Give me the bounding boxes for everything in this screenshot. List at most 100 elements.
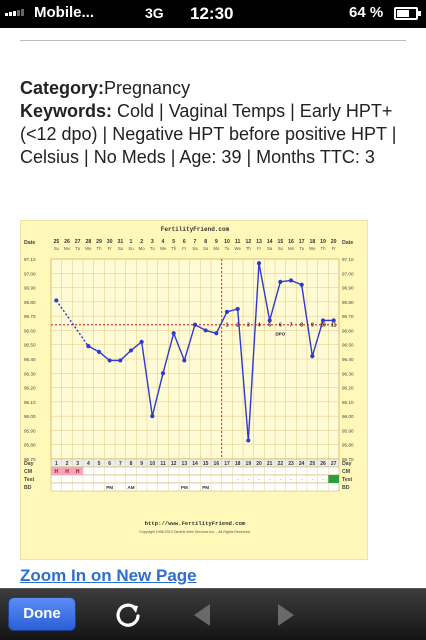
cycle-day-label: 5	[98, 461, 101, 467]
temp-line	[130, 341, 143, 351]
weekday-label: Tu	[225, 246, 230, 251]
dpo-label: 10	[320, 323, 326, 329]
weekday-label: Fr	[108, 246, 113, 251]
y-tick-label-right: 96.40	[342, 357, 354, 362]
temp-point	[256, 261, 262, 266]
date-label: 29	[96, 239, 102, 245]
y-tick-label-right: 95.90	[342, 428, 354, 433]
temp-line	[98, 351, 111, 361]
y-tick-label-right: 95.70	[342, 457, 354, 462]
dpo-marker: DPO	[275, 332, 285, 337]
back-arrow-icon[interactable]	[182, 597, 222, 633]
cycle-day-label: 14	[192, 461, 198, 467]
weekday-label: Mo	[213, 246, 220, 251]
row-label-bd-right: BD	[342, 485, 350, 491]
y-tick-label: 96.20	[24, 386, 36, 391]
temp-point	[118, 358, 123, 363]
browser-toolbar: Done	[0, 588, 426, 640]
date-label: 2	[140, 239, 143, 245]
cm-mark: H	[76, 469, 80, 475]
y-tick-label: 96.70	[24, 314, 36, 319]
cm-cell	[51, 467, 62, 475]
dpo-label: 5	[268, 323, 271, 329]
test-empty-mark: -	[290, 477, 292, 483]
zoom-in-link[interactable]: Zoom In on New Page	[20, 566, 197, 585]
battery-percent: 64 %	[349, 4, 384, 21]
weekday-label: Su	[54, 246, 60, 251]
cycle-day-label: 19	[246, 461, 252, 467]
test-empty-mark: -	[269, 477, 271, 483]
date-label: 27	[75, 239, 81, 245]
date-label: 26	[64, 239, 70, 245]
weekday-label: Tu	[150, 246, 155, 251]
date-label: 5	[172, 239, 175, 245]
date-label: 15	[277, 239, 283, 245]
weekday-label: Fr	[257, 246, 262, 251]
date-label: 30	[107, 239, 113, 245]
keywords-line: Keywords: Cold | Vaginal Temps | Early H…	[20, 100, 410, 169]
cycle-day-label: 16	[214, 461, 220, 467]
temp-line-gap	[55, 300, 89, 347]
temp-point	[214, 331, 219, 336]
bbt-chart[interactable]: FertilityFriend.com Date Date 25 Su 26 Mo 27 Tu 2…	[20, 220, 368, 560]
status-bar: Mobile... 3G 12:30 64 %	[0, 0, 426, 28]
chart-info: Category:Pregnancy Keywords: Cold | Vagi…	[20, 77, 410, 169]
test-empty-mark: -	[322, 477, 324, 483]
category-label: Category:	[20, 78, 105, 98]
temp-line	[311, 320, 324, 357]
signal-strength-icon	[5, 9, 24, 16]
temp-point	[96, 349, 102, 354]
date-label: 25	[53, 239, 59, 245]
temp-point	[320, 318, 326, 323]
temp-line	[119, 349, 132, 361]
y-tick-label: 96.50	[24, 343, 36, 348]
cycle-day-label: 9	[140, 461, 143, 467]
dpo-label: 2	[236, 323, 239, 329]
row-label-date-right: Date	[342, 240, 353, 246]
date-label: 10	[224, 239, 230, 245]
row-label-test: Test	[24, 477, 35, 483]
cycle-day-label: 17	[224, 461, 230, 467]
cycle-day-label: 10	[150, 461, 156, 467]
temp-point	[171, 331, 176, 336]
cycle-day-label: 12	[171, 461, 177, 467]
temp-line	[151, 373, 164, 417]
forward-arrow-icon[interactable]	[266, 597, 306, 633]
battery-icon	[394, 7, 421, 20]
weekday-label: We	[160, 246, 167, 251]
y-tick-label: 95.90	[24, 428, 36, 433]
chart-footer-copyright: Copyright 1998-2013 Tamtris Web Services…	[139, 530, 251, 534]
temp-point	[54, 298, 59, 303]
date-label: 12	[245, 239, 251, 245]
row-label-bd: BD	[24, 485, 32, 491]
temp-point	[160, 371, 166, 376]
date-label: 3	[151, 239, 154, 245]
y-tick-label: 97.00	[24, 271, 36, 276]
done-button[interactable]: Done	[8, 597, 76, 631]
cm-mark: H	[65, 469, 69, 475]
temp-line	[247, 263, 260, 441]
temp-point	[192, 322, 198, 327]
weekday-label: We	[85, 246, 92, 251]
temp-line	[140, 341, 154, 417]
temp-line	[268, 281, 282, 321]
reload-icon[interactable]	[108, 597, 148, 633]
intercourse-mark: PM	[202, 485, 209, 490]
date-label: 4	[162, 239, 165, 245]
cycle-day-label: 22	[278, 461, 284, 467]
dpo-label: 7	[290, 323, 293, 329]
dpo-label: 4	[258, 323, 261, 329]
web-content[interactable]: Category:Pregnancy Keywords: Cold | Vagi…	[0, 28, 426, 588]
date-label: 8	[204, 239, 207, 245]
y-tick-label: 96.90	[24, 286, 36, 291]
weekday-label: Th	[96, 246, 102, 251]
cycle-day-label: 23	[288, 461, 294, 467]
row-cm	[50, 466, 340, 476]
date-label: 7	[194, 239, 197, 245]
dpo-label: 11	[331, 323, 337, 329]
date-label: 17	[299, 239, 305, 245]
cycle-day-label: 2	[66, 461, 69, 467]
cycle-day-label: 3	[76, 461, 79, 467]
y-tick-label: 96.10	[24, 400, 36, 405]
temp-line	[236, 308, 250, 441]
